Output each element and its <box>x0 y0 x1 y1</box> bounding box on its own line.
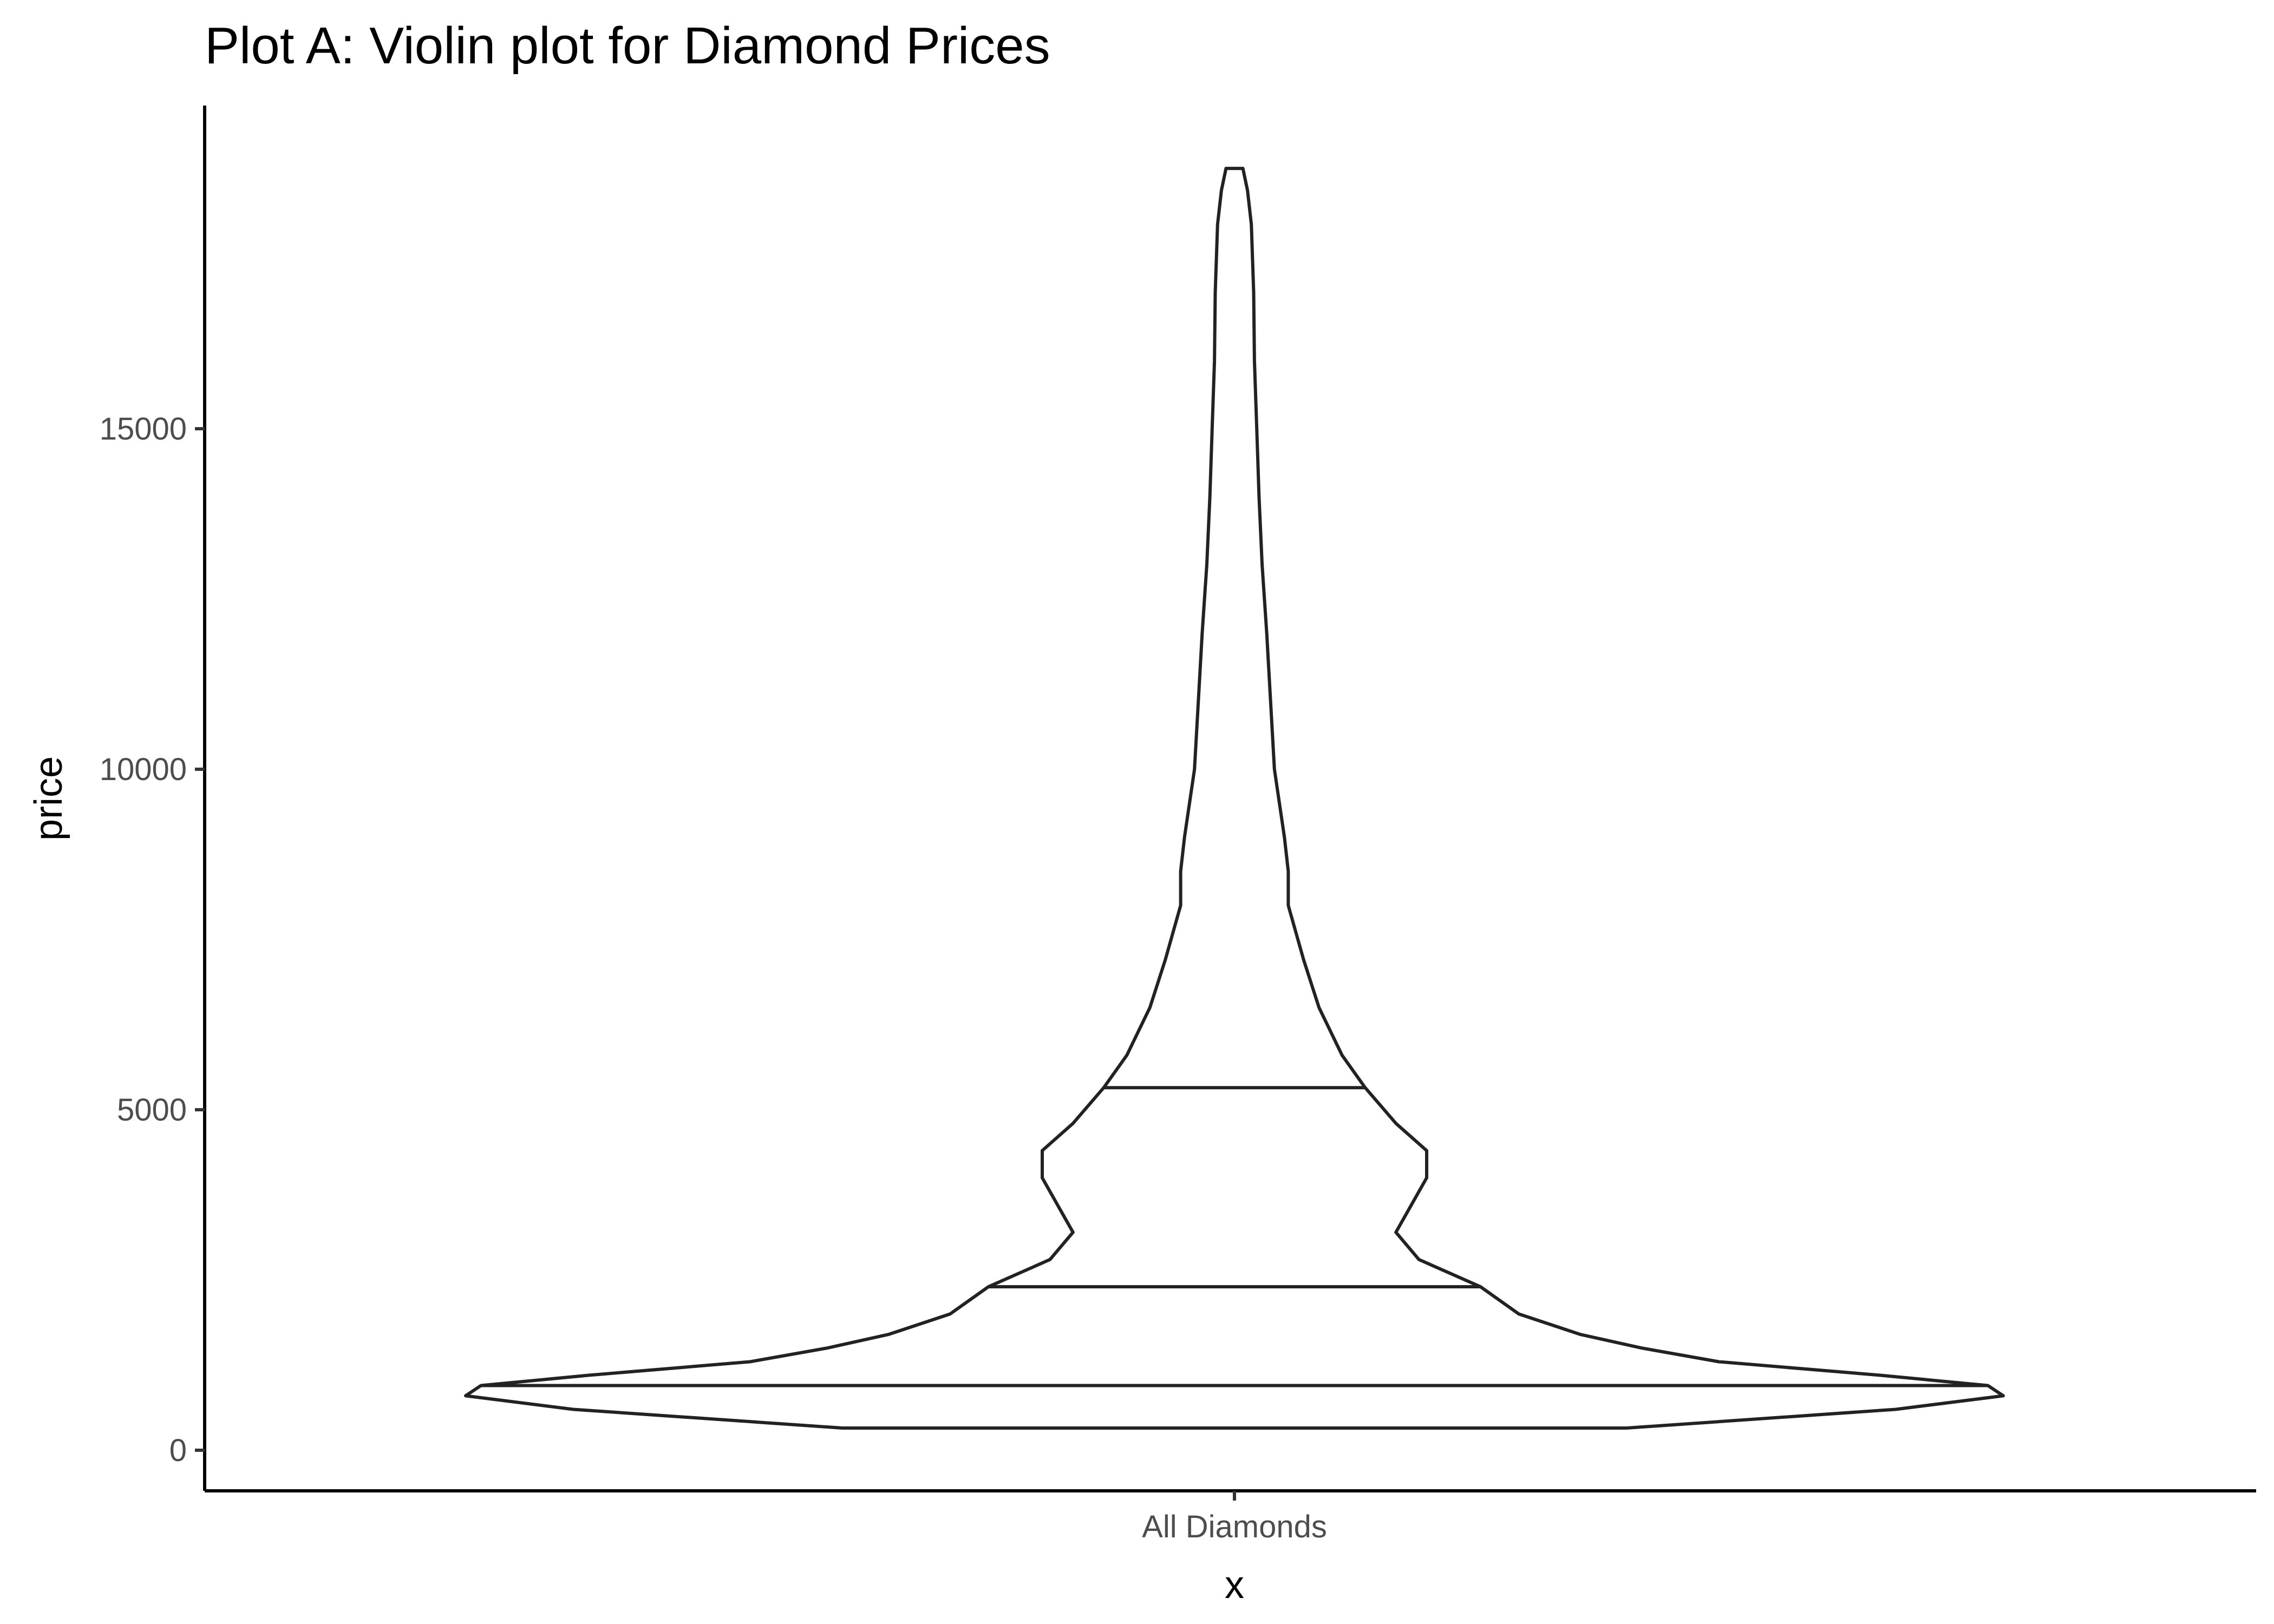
violin-outline <box>464 167 2005 1430</box>
x-axis-title: x <box>1225 1563 1244 1607</box>
chart-title: Plot A: Violin plot for Diamond Prices <box>205 17 1050 75</box>
x-tick-label: All Diamonds <box>1142 1509 1327 1544</box>
y-axis-title: price <box>27 756 70 841</box>
y-tick-label: 5000 <box>117 1092 187 1128</box>
y-axis-ticks: 0 5000 10000 15000 <box>100 411 205 1468</box>
y-tick-label: 10000 <box>100 752 187 787</box>
y-tick-label: 0 <box>169 1433 187 1468</box>
plot-area <box>464 167 2005 1430</box>
x-axis-ticks: All Diamonds <box>1142 1491 1327 1544</box>
y-tick-label: 15000 <box>100 411 187 447</box>
